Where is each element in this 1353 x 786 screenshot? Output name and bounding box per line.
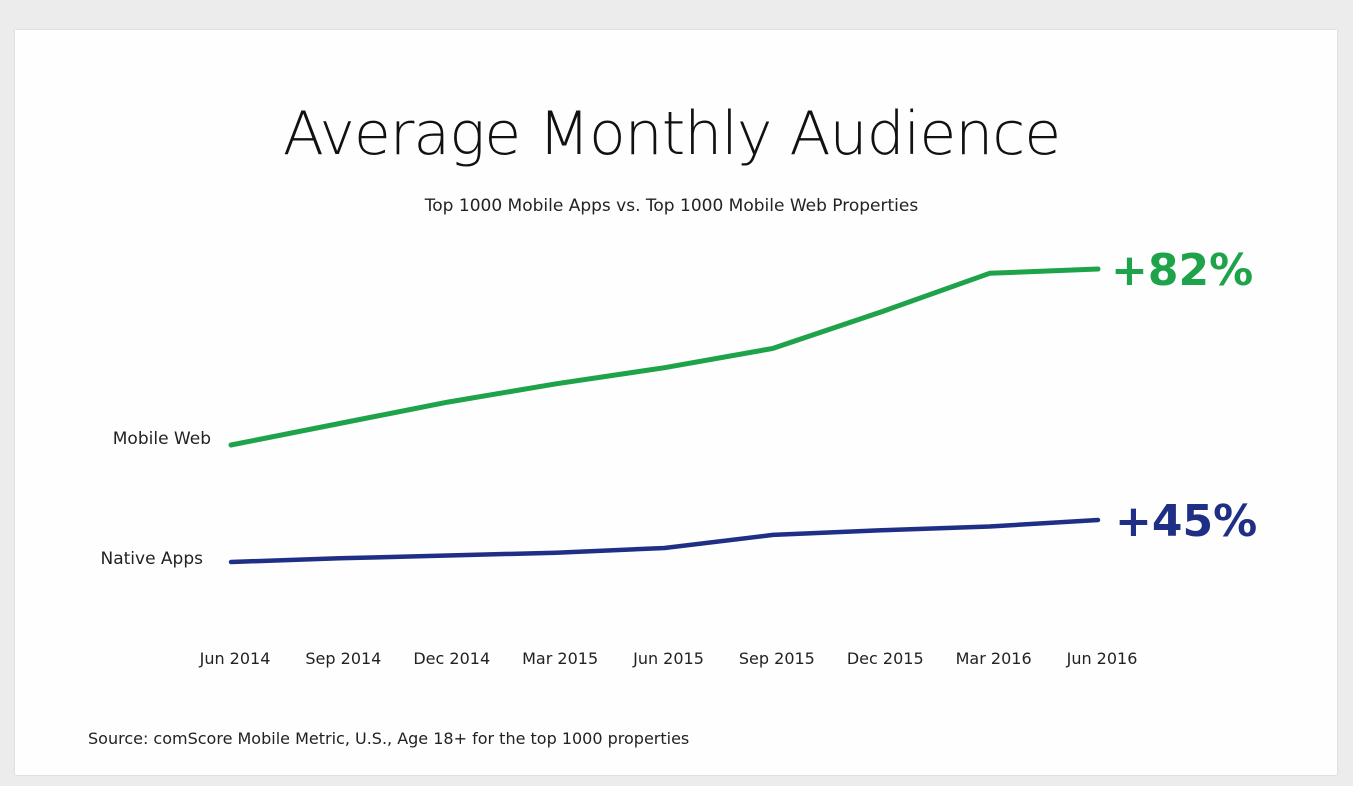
x-tick-label: Sep 2014 xyxy=(305,649,381,668)
end-labels: +82% +45% xyxy=(1111,245,1257,547)
series-line-native-apps xyxy=(228,517,1101,565)
x-tick-label: Mar 2015 xyxy=(522,649,598,668)
chart-title: Average Monthly Audience xyxy=(282,99,1061,169)
end-label-native-apps: +45% xyxy=(1115,496,1257,547)
x-tick-label: Jun 2014 xyxy=(199,649,271,668)
x-tick-label: Jun 2015 xyxy=(632,649,704,668)
source-note: Source: comScore Mobile Metric, U.S., Ag… xyxy=(88,729,690,748)
x-tick-label: Sep 2015 xyxy=(739,649,815,668)
chart-subtitle: Top 1000 Mobile Apps vs. Top 1000 Mobile… xyxy=(424,196,919,216)
x-tick-label: Jun 2016 xyxy=(1066,649,1138,668)
x-tick-label: Dec 2014 xyxy=(413,649,490,668)
x-tick-label: Dec 2015 xyxy=(847,649,924,668)
series-line-mobile-web xyxy=(228,266,1101,448)
x-axis-tick-labels: Jun 2014 Sep 2014 Dec 2014 Mar 2015 Jun 2015… xyxy=(199,649,1138,668)
series-label-mobile-web: Mobile Web xyxy=(113,429,211,449)
series-labels: Mobile Web Native Apps xyxy=(100,429,211,569)
chart-card xyxy=(15,30,1337,775)
series-label-native-apps: Native Apps xyxy=(100,549,203,569)
x-tick-label: Mar 2016 xyxy=(956,649,1032,668)
end-label-mobile-web: +82% xyxy=(1111,245,1253,296)
series-lines xyxy=(228,266,1101,565)
